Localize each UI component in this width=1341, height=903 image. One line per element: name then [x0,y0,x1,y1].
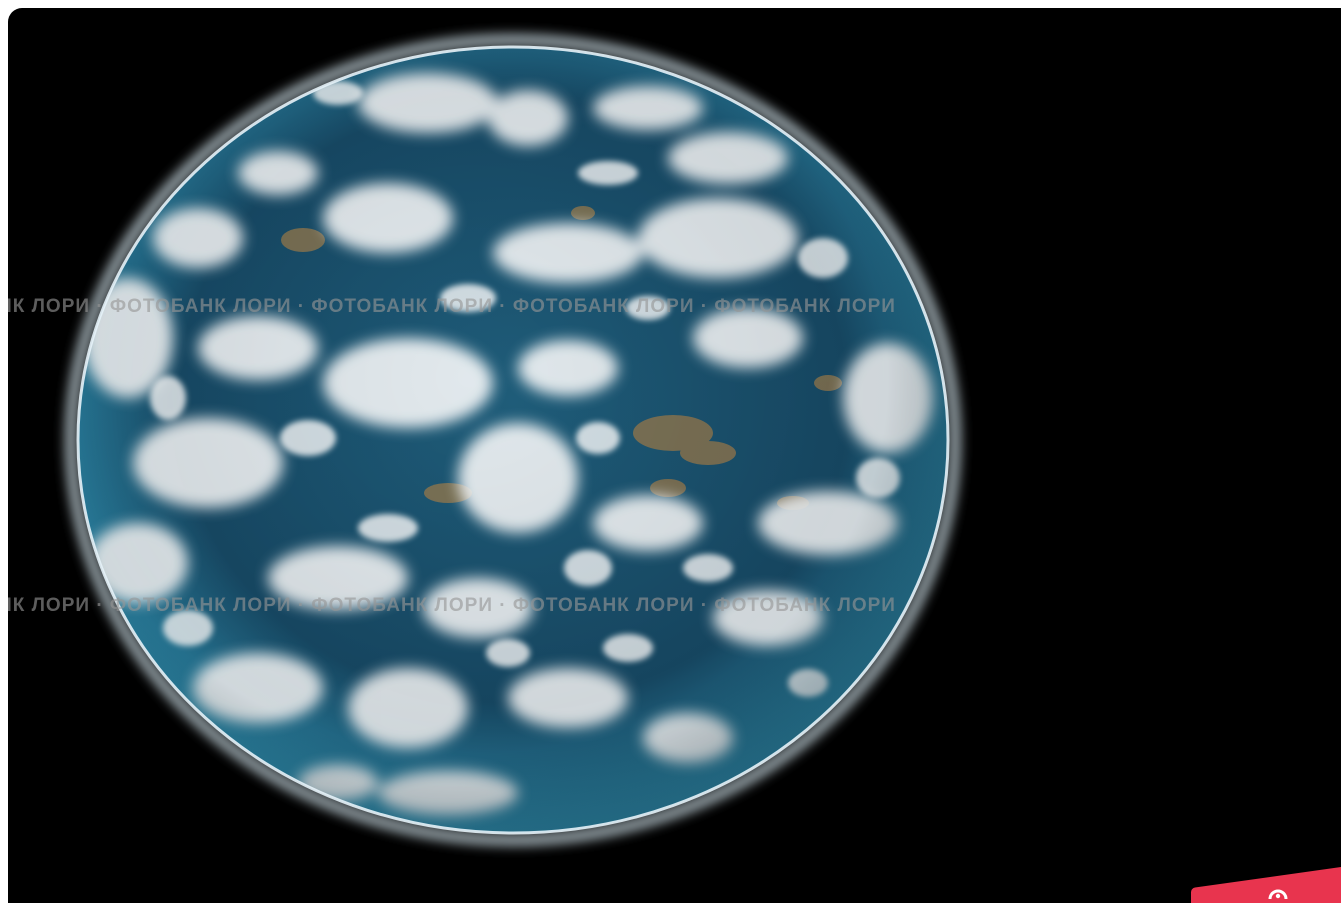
watermark-text-2: НК ЛОРИ · ФОТОБАНК ЛОРИ · ФОТОБАНК ЛОРИ … [8,595,896,616]
planet-rim [76,45,950,835]
atmosphere-glow [66,35,960,845]
photo-frame: НК ЛОРИ · ФОТОБАНК ЛОРИ · ФОТОБАНК ЛОРИ … [8,8,1341,903]
planet-illustration [66,35,960,845]
watermark-text-1: НК ЛОРИ · ФОТОБАНК ЛОРИ · ФОТОБАНК ЛОРИ … [8,296,896,317]
logo-icon [1268,889,1288,900]
